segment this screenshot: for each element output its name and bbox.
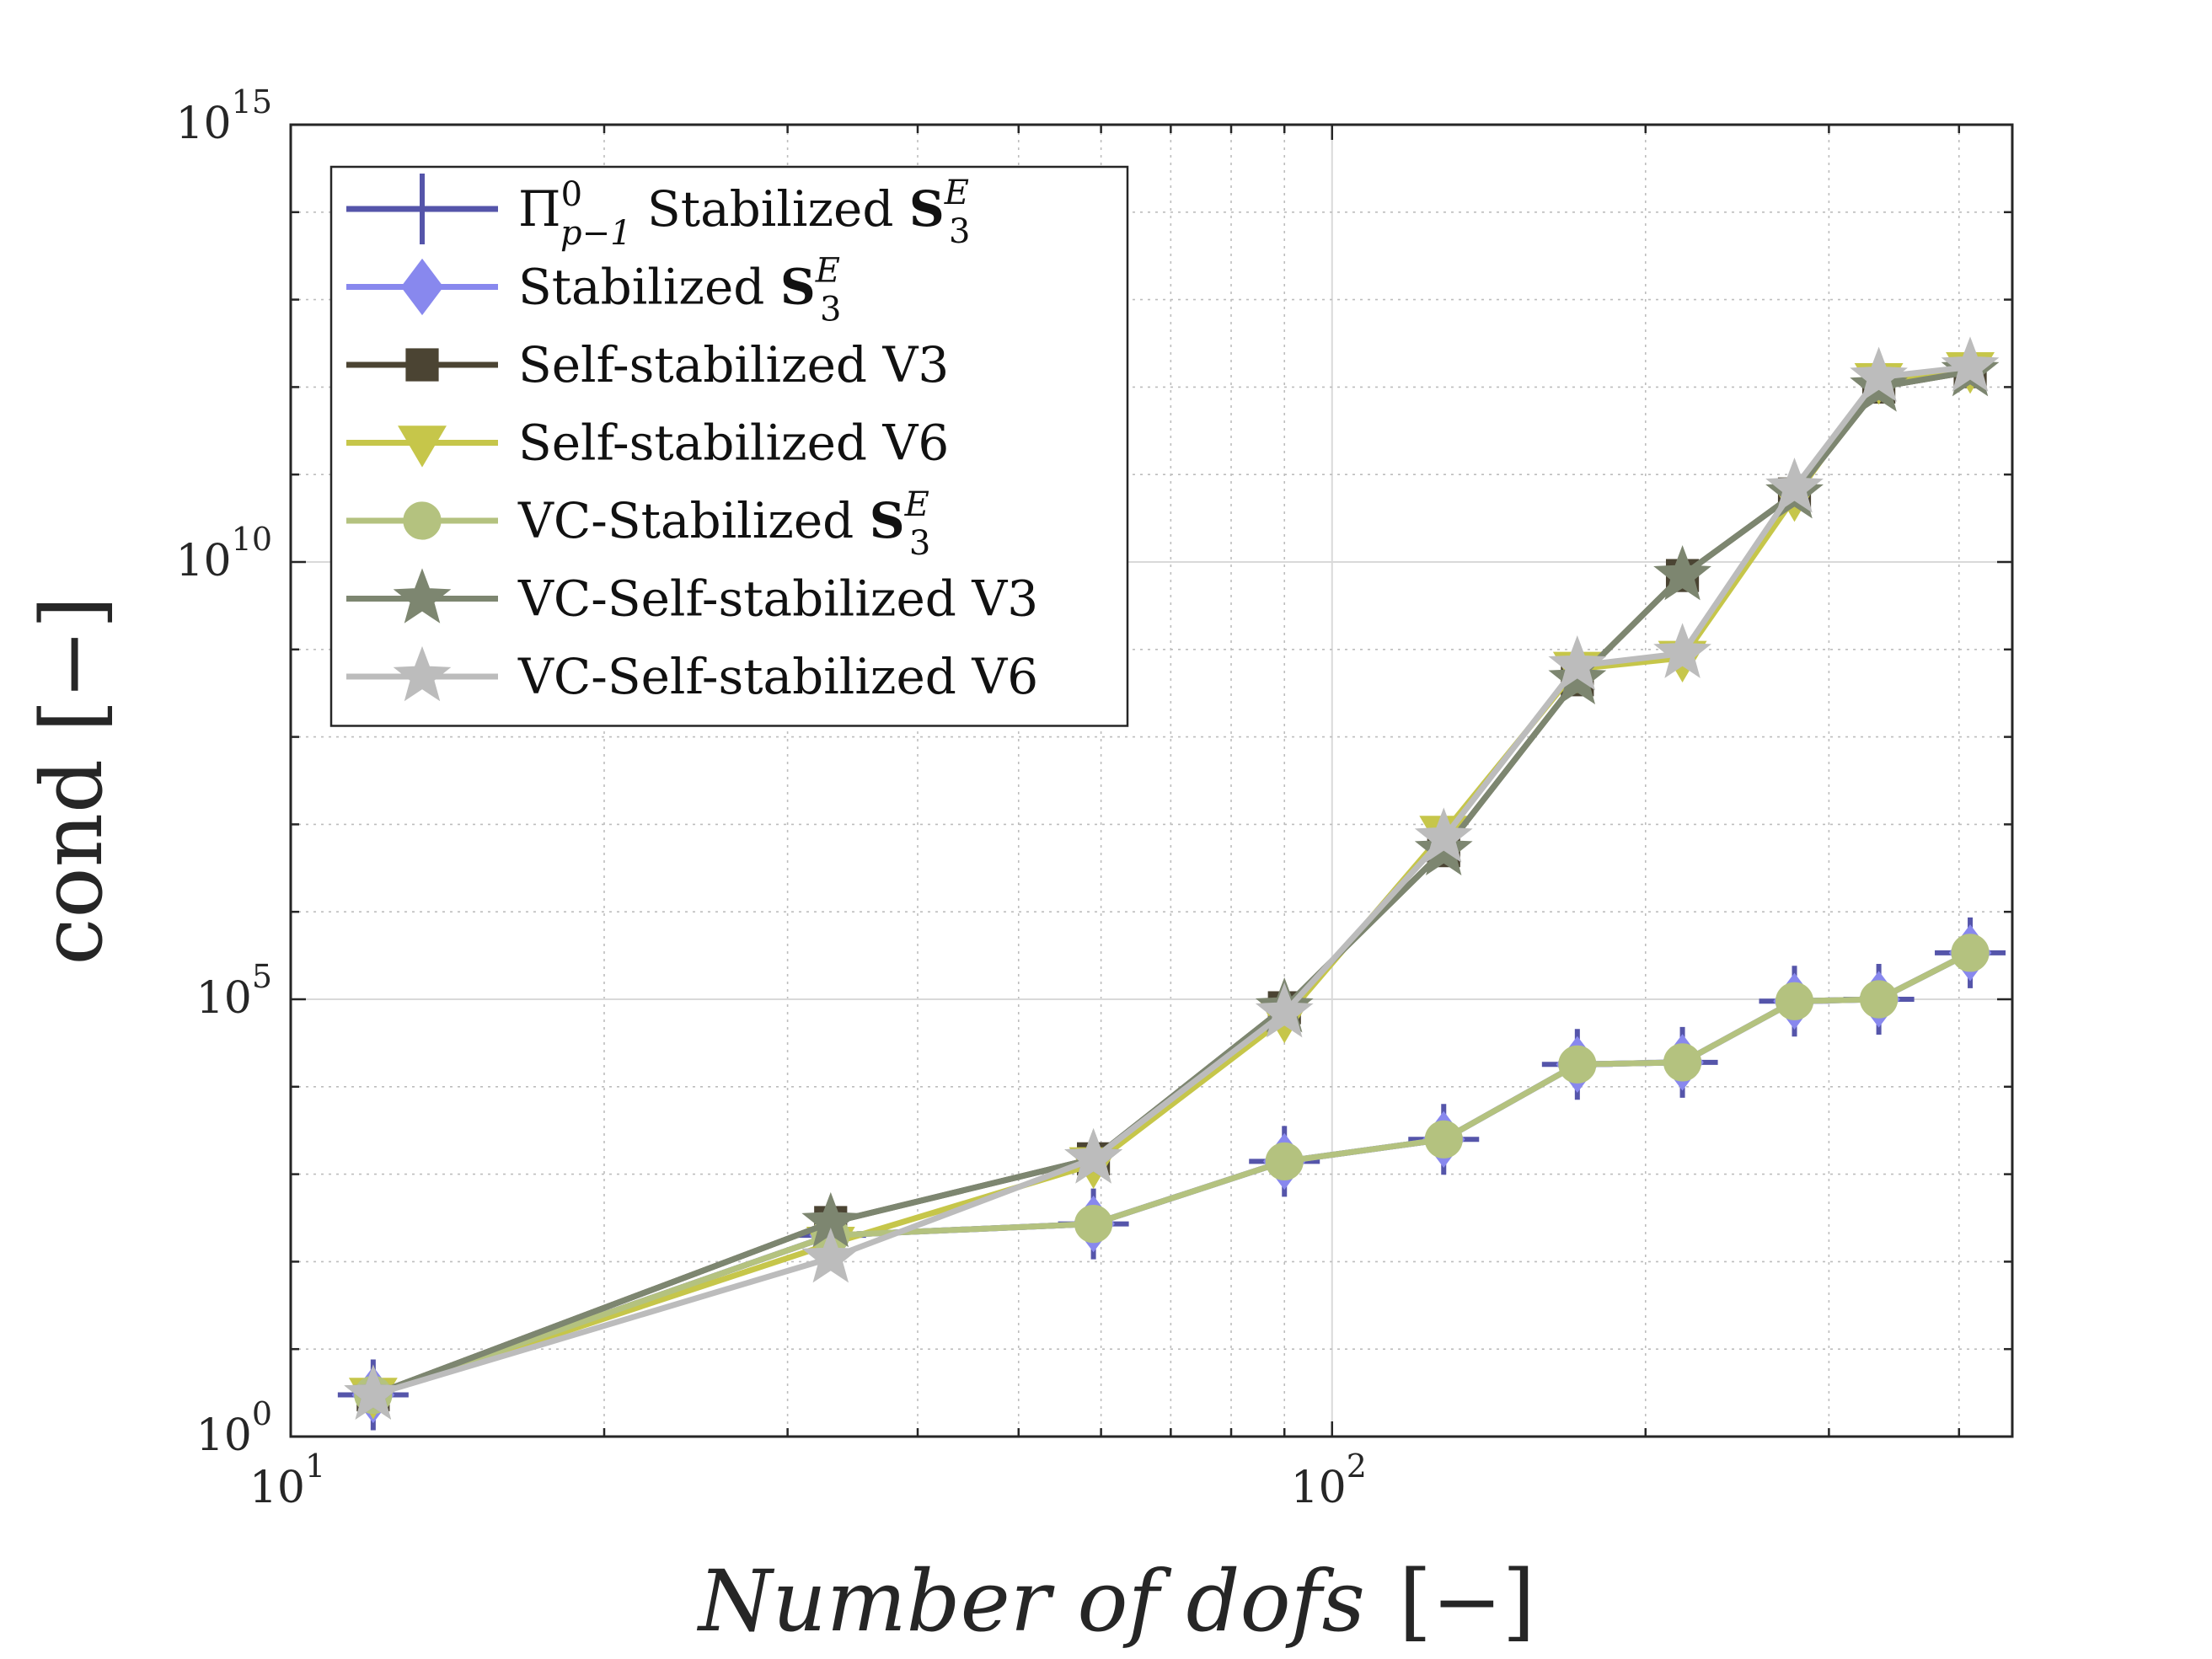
y-tick-label-base: 10 — [196, 1410, 252, 1461]
legend-label: Self-stabilized V3 — [518, 336, 949, 393]
legend-label: Stabilized SE 3 — [518, 252, 841, 329]
legend-swatch-marker — [393, 645, 452, 702]
data-point — [1653, 544, 1711, 601]
x-tick-label: 101 — [249, 1448, 325, 1513]
x-tick-label: 102 — [1291, 1448, 1367, 1513]
data-point — [1265, 1142, 1304, 1181]
legend-label-text: Stabilized — [632, 180, 909, 238]
data-point — [1548, 635, 1607, 691]
legend-swatch-marker — [403, 501, 442, 540]
data-point — [1860, 980, 1899, 1019]
x-tick-label-base: 10 — [249, 1463, 305, 1513]
data-point — [1765, 458, 1824, 513]
legend-swatch-marker — [387, 174, 458, 244]
legend-label-matrix-subscript: 3 — [820, 291, 841, 329]
legend-entry: VC-Self-stabilized V6 — [346, 645, 1038, 705]
legend-label-subscript: p−1 — [560, 214, 632, 253]
y-tick-label: 100 — [196, 1395, 272, 1461]
legend-label: VC-Self-stabilized V3 — [517, 570, 1038, 628]
y-tick-label: 1010 — [175, 521, 272, 586]
legend-swatch-marker — [405, 348, 439, 382]
legend-entry: Self-stabilized V6 — [346, 415, 949, 472]
x-axis-unit: [−] — [1399, 1552, 1535, 1651]
x-tick-label-exponent: 2 — [1347, 1448, 1367, 1485]
y-tick-label: 1015 — [175, 83, 272, 149]
legend-entry: Π0 p−1 Stabilized SE 3 — [346, 174, 970, 253]
data-point — [344, 1364, 403, 1420]
data-point — [1074, 1205, 1113, 1244]
legend-label-text: VC-Self-stabilized V3 — [517, 570, 1038, 628]
axis-labels: Number of dofs [−] cond [−] — [23, 596, 1535, 1651]
y-tick-label-base: 10 — [196, 973, 252, 1024]
legend-label-text: Self-stabilized V3 — [518, 336, 949, 393]
legend-label-matrix-superscript: E — [904, 485, 929, 524]
y-tick-label-exponent: 0 — [252, 1395, 272, 1432]
legend-label: VC-Stabilized SE 3 — [517, 485, 930, 563]
legend-label-matrix: S — [870, 492, 905, 549]
legend-entry: VC-Stabilized SE 3 — [346, 485, 930, 563]
legend-entry: VC-Self-stabilized V3 — [346, 568, 1038, 628]
legend-label-matrix-superscript: E — [815, 252, 840, 291]
legend-entry: Self-stabilized V3 — [346, 336, 949, 393]
series-7 — [344, 336, 2000, 1420]
x-axis-title: Number of dofs — [697, 1552, 1365, 1651]
y-tick-label-exponent: 5 — [252, 958, 272, 995]
legend-swatch-marker — [393, 568, 452, 623]
y-tick-label-exponent: 15 — [232, 83, 272, 120]
data-point — [1941, 336, 2000, 392]
y-tick-label: 105 — [196, 958, 272, 1024]
series-line — [372, 364, 1971, 1398]
legend-entry: Stabilized SE 3 — [346, 252, 841, 329]
data-point — [1663, 1043, 1702, 1082]
legend-label-text: Stabilized — [518, 259, 780, 316]
x-tick-label-base: 10 — [1291, 1463, 1347, 1513]
legend-label-symbol: Π — [518, 180, 561, 238]
y-axis-title-group: cond [−] — [23, 596, 121, 965]
series-line — [372, 368, 1971, 1398]
plot-area-frame — [289, 123, 2014, 1438]
data-point — [1653, 623, 1711, 678]
y-axis-title: cond [−] — [23, 596, 121, 965]
x-tick-label-exponent: 1 — [305, 1448, 325, 1485]
legend-label-text: VC-Stabilized — [517, 492, 870, 549]
legend-label-text: Self-stabilized V6 — [518, 415, 949, 472]
data-point — [1558, 1045, 1597, 1084]
legend-label: Π0 p−1 Stabilized SE 3 — [518, 174, 970, 253]
data-point — [1414, 807, 1473, 863]
legend-box — [329, 165, 1129, 727]
data-point — [801, 1227, 860, 1283]
legend-swatch-marker — [400, 258, 444, 316]
data-point — [1255, 982, 1314, 1038]
data-point — [1951, 934, 1990, 972]
legend-label-matrix-superscript: E — [944, 174, 969, 212]
legend-label: Self-stabilized V6 — [518, 415, 949, 472]
legend-label-matrix-subscript: 3 — [909, 524, 930, 563]
legend-label-superscript: 0 — [561, 175, 582, 214]
data-point — [1424, 1120, 1463, 1159]
series-line — [372, 950, 1972, 1398]
legend-label-matrix: S — [909, 180, 945, 238]
y-tick-label-exponent: 10 — [232, 521, 272, 558]
y-tick-label-base: 10 — [175, 536, 231, 586]
data-point — [1775, 982, 1814, 1020]
legend-label-matrix: S — [780, 259, 816, 316]
legend-label-matrix-subscript: 3 — [949, 212, 970, 251]
legend-swatch-marker — [398, 425, 447, 468]
data-point — [1850, 346, 1908, 402]
legend-label: VC-Self-stabilized V6 — [517, 648, 1038, 705]
y-tick-label-base: 10 — [175, 99, 231, 149]
legend-label-text: VC-Self-stabilized V6 — [517, 648, 1038, 705]
series-group — [337, 336, 2006, 1431]
data-point — [1064, 1128, 1122, 1184]
